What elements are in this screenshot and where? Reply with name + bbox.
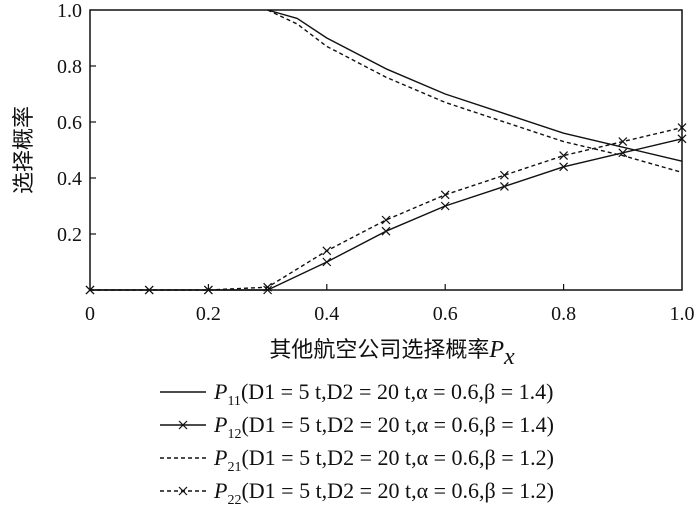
- series-point-12: [559, 162, 569, 172]
- series-point-22: [440, 190, 450, 200]
- legend-item-11: P11(D1 = 5 t,D2 = 20 t,α = 0.6,β = 1.4): [160, 379, 553, 409]
- series-point-12: [322, 257, 332, 267]
- x-label-text: 其他航空公司选择概率: [269, 338, 489, 363]
- legend-item-22: P22(D1 = 5 t,D2 = 20 t,α = 0.6,β = 1.2): [160, 478, 554, 508]
- legend-label: P12(D1 = 5 t,D2 = 20 t,α = 0.6,β = 1.4): [213, 412, 554, 442]
- series-line-11: [267, 9, 683, 162]
- x-tick-label: 1.0: [670, 303, 695, 325]
- x-tick-label: 0.4: [314, 303, 339, 325]
- legend-label: P22(D1 = 5 t,D2 = 20 t,α = 0.6,β = 1.2): [213, 478, 554, 508]
- x-tick-label: 0: [85, 303, 95, 325]
- y-tick-label: 0.2: [57, 224, 82, 246]
- x-tick-label: 0.2: [196, 303, 221, 325]
- series-line-12: [90, 138, 683, 291]
- x-label-var: P: [488, 337, 504, 363]
- series-point-12: [499, 181, 509, 191]
- y-tick-label: 0.6: [57, 112, 82, 134]
- series-point-22: [499, 170, 509, 180]
- y-tick-label: 1.0: [57, 0, 82, 22]
- series-point-12: [618, 148, 628, 158]
- y-axis-label: 选择概率: [12, 106, 37, 194]
- legend-label: P11(D1 = 5 t,D2 = 20 t,α = 0.6,β = 1.4): [213, 379, 553, 409]
- legend-label: P21(D1 = 5 t,D2 = 20 t,α = 0.6,β = 1.2): [213, 445, 554, 475]
- series-line-22: [90, 126, 683, 291]
- series-point-22: [381, 215, 391, 225]
- x-tick-label: 0.8: [551, 303, 576, 325]
- series-point-22: [618, 137, 628, 147]
- series-line-21: [267, 9, 683, 174]
- y-tick-label: 0.4: [57, 168, 82, 190]
- plot-frame: [89, 9, 683, 291]
- x-label-sub: x: [503, 344, 515, 370]
- series-point-12: [440, 201, 450, 211]
- x-axis-label: 其他航空公司选择概率Px: [269, 337, 515, 370]
- y-tick-label: 0.8: [57, 56, 82, 78]
- series-point-22: [322, 246, 332, 256]
- x-tick-label: 0.6: [433, 303, 458, 325]
- legend-item-12: P12(D1 = 5 t,D2 = 20 t,α = 0.6,β = 1.4): [160, 412, 554, 442]
- legend: P11(D1 = 5 t,D2 = 20 t,α = 0.6,β = 1.4)P…: [160, 379, 554, 508]
- series-point-22: [559, 151, 569, 161]
- legend-item-21: P21(D1 = 5 t,D2 = 20 t,α = 0.6,β = 1.2): [160, 445, 554, 475]
- series-point-12: [381, 226, 391, 236]
